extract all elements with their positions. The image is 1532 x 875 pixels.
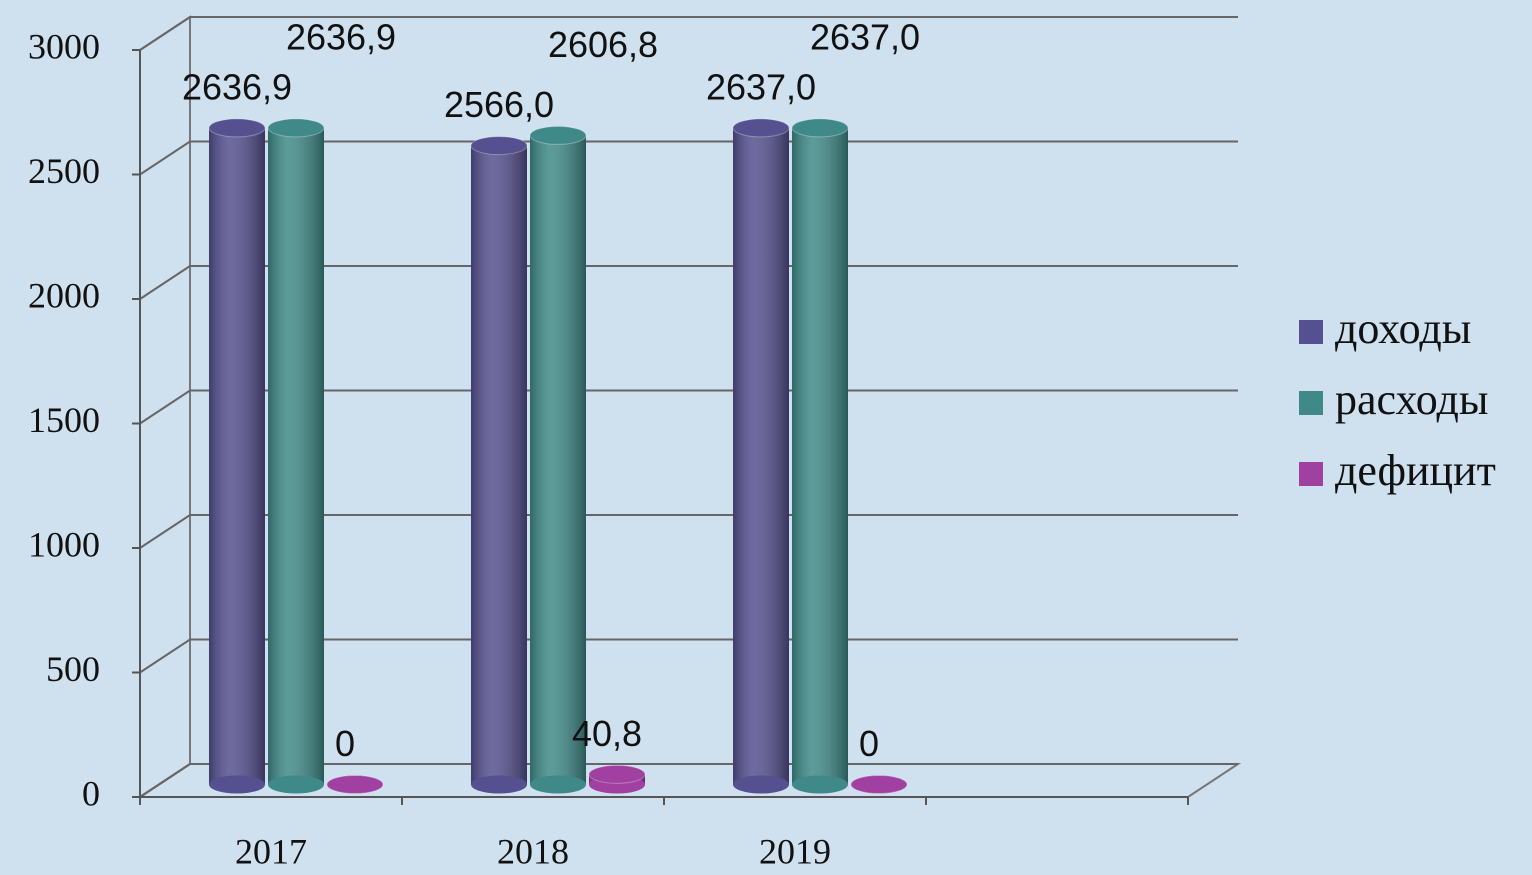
bar (732, 118, 790, 794)
grid-line (139, 389, 1238, 425)
x-tick-label: 2019 (759, 831, 831, 871)
data-label: 2606,8 (548, 24, 658, 65)
data-label: 0 (859, 723, 879, 764)
cylinder-top (208, 118, 266, 138)
cylinder-shade (530, 135, 586, 785)
cylinder-bottom (733, 775, 789, 794)
y-tick-label: 1000 (28, 524, 100, 564)
cylinder-shade (792, 127, 848, 785)
x-tick-label: 2017 (235, 831, 307, 871)
grid-line (139, 514, 1238, 549)
y-tick-label: 500 (46, 649, 100, 689)
bar (588, 764, 646, 794)
grid-line (139, 16, 1238, 51)
cylinder-top (529, 125, 587, 145)
cylinder-bottom (530, 775, 586, 794)
grid-line (139, 265, 1238, 300)
bar (850, 775, 908, 794)
cylinder-top (588, 764, 646, 784)
cylinder-top (326, 775, 384, 794)
legend-swatch (1299, 320, 1323, 344)
cylinder-shade (733, 127, 789, 785)
legend-swatch (1299, 391, 1323, 415)
bar (470, 136, 528, 794)
cylinder-shade (268, 127, 324, 785)
cylinder-shade (471, 145, 527, 785)
data-label: 40,8 (572, 713, 642, 754)
cylinder-top (267, 118, 325, 138)
bar (208, 118, 266, 794)
y-tick-label: 3000 (28, 26, 100, 66)
legend-label: расходы (1335, 375, 1488, 424)
cylinder-bottom (792, 775, 848, 794)
data-label: 2636,9 (182, 66, 292, 107)
y-tick-label: 2500 (28, 151, 100, 191)
cylinder-top (850, 775, 908, 794)
legend-swatch (1299, 462, 1323, 486)
cylinder-top (791, 118, 849, 138)
bar (529, 125, 587, 794)
bar (267, 118, 325, 794)
data-label: 2637,0 (706, 66, 816, 107)
legend-label: дефицит (1335, 446, 1496, 495)
grid-line (139, 763, 1238, 798)
cylinder-top (732, 118, 790, 138)
cylinder-bottom (209, 775, 265, 794)
grid-line (139, 140, 1238, 176)
data-label: 0 (335, 723, 355, 764)
y-tick-label: 1500 (28, 400, 100, 440)
bar (791, 118, 849, 794)
bar (326, 775, 384, 794)
cylinder-top (470, 136, 528, 156)
data-label: 2636,9 (286, 16, 396, 57)
cylinder-shade (209, 127, 265, 785)
cylinder-bottom (268, 775, 324, 794)
cylinder-bottom (471, 775, 527, 794)
grid-line (139, 638, 1238, 674)
data-label: 2566,0 (444, 84, 554, 125)
data-label: 2637,0 (810, 16, 920, 57)
x-tick-label: 2018 (497, 831, 569, 871)
y-tick-label: 0 (82, 773, 100, 813)
y-tick-label: 2000 (28, 275, 100, 315)
legend-label: доходы (1335, 304, 1471, 353)
